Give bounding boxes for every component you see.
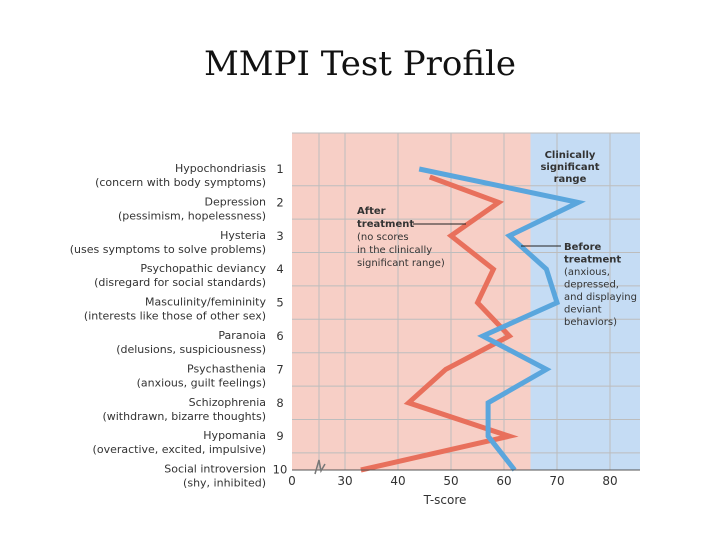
x-tick-label: 70 [549, 474, 564, 488]
after-treatment-annotation: After [357, 206, 386, 217]
before-treatment-annotation: behaviors) [564, 317, 617, 328]
scale-number: 9 [276, 429, 283, 443]
scale-number: 2 [276, 195, 283, 209]
scale-name: Hypomania [203, 429, 266, 442]
x-axis: 0 30 40 50 60 70 80 T-score [288, 459, 640, 507]
after-treatment-annotation: significant range) [357, 258, 445, 269]
x-tick-label: 30 [337, 474, 352, 488]
x-tick-label: 80 [602, 474, 617, 488]
before-treatment-annotation: (anxious, [564, 267, 610, 278]
before-treatment-annotation: and displaying [564, 292, 637, 303]
scale-name: Hypochondriasis [175, 162, 266, 175]
scale-name: Depression [205, 195, 267, 208]
scale-number: 4 [276, 262, 283, 276]
scale-description: (anxious, guilt feelings) [137, 376, 266, 389]
before-treatment-annotation: depressed, [564, 280, 619, 291]
after-treatment-line [360, 174, 519, 473]
scale-name: Masculinity/femininity [145, 296, 266, 309]
after-treatment-annotation: in the clinically [357, 245, 432, 256]
x-tick-label: 60 [496, 474, 511, 488]
scale-name: Paranoia [218, 329, 266, 342]
x-axis-label: T-score [423, 493, 467, 507]
scale-number: 7 [276, 362, 283, 376]
scale-description: (delusions, suspiciousness) [116, 343, 266, 356]
scale-description: (interests like those of other sex) [84, 310, 266, 323]
clinical-range-label: significant [540, 162, 599, 173]
scale-name: Hysteria [220, 229, 266, 242]
scale-description: (overactive, excited, impulsive) [93, 443, 266, 456]
scale-number: 8 [276, 396, 283, 410]
scale-description: (shy, inhibited) [183, 477, 266, 490]
clinical-range-region [530, 133, 640, 470]
scale-description: (concern with body symptoms) [95, 176, 266, 189]
axis-break-mark [314, 459, 326, 475]
scale-description: (pessimism, hopelessness) [118, 209, 266, 222]
x-tick-label: 50 [443, 474, 458, 488]
scale-name: Social introversion [164, 463, 266, 476]
after-treatment-annotation: treatment [357, 219, 414, 230]
slide-title: MMPI Test Profile [203, 44, 517, 84]
profile-lines [360, 166, 586, 473]
before-treatment-annotation: Before [564, 242, 602, 253]
before-treatment-annotation: treatment [564, 255, 621, 266]
scale-labels: Hypochondriasis(concern with body sympto… [70, 162, 288, 490]
scale-number: 1 [276, 162, 283, 176]
clinical-range-label: range [554, 174, 587, 185]
scale-number: 10 [273, 463, 288, 477]
scale-description: (uses symptoms to solve problems) [70, 243, 266, 256]
scale-number: 3 [276, 229, 283, 243]
scale-description: (withdrawn, bizarre thoughts) [102, 410, 266, 423]
before-treatment-line [418, 166, 586, 472]
before-treatment-annotation: deviant [564, 305, 602, 316]
scale-number: 5 [276, 296, 283, 310]
scale-name: Psychasthenia [187, 362, 266, 375]
scale-name: Schizophrenia [189, 396, 266, 409]
normal-range-region [292, 133, 531, 470]
scale-name: Psychopathic deviancy [140, 262, 266, 275]
scale-description: (disregard for social standards) [94, 276, 266, 289]
after-treatment-annotation: (no scores [357, 232, 409, 243]
x-tick-label: 0 [288, 474, 296, 488]
x-tick-label: 40 [390, 474, 405, 488]
clinical-range-label: Clinically [545, 150, 596, 161]
scale-number: 6 [276, 329, 283, 343]
range-backgrounds [292, 133, 640, 470]
